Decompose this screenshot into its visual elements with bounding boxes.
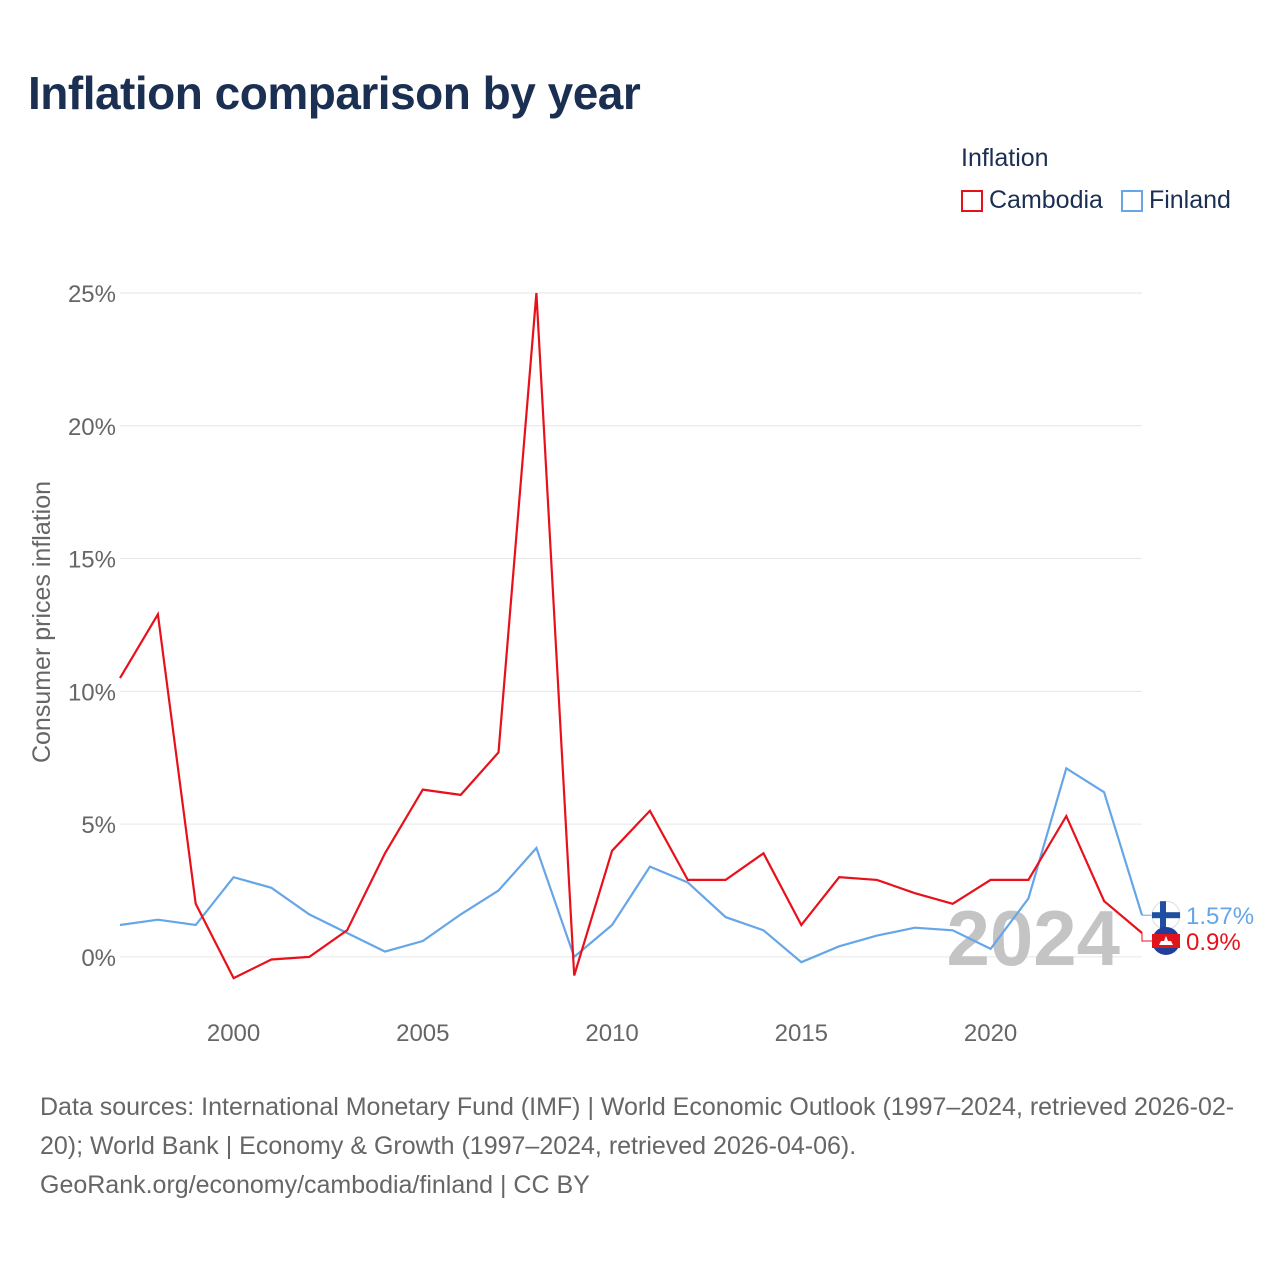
finland-end-label: 1.57% [1186,903,1254,930]
x-tick-label: 2005 [396,1020,449,1047]
legend-item-cambodia[interactable]: Cambodia [961,186,1103,215]
x-axis-ticks: 2000 2005 2010 2015 2020 [207,1020,1017,1047]
y-tick-label: 15% [68,547,116,574]
cambodia-flag-icon [1152,926,1180,955]
grid-lines [120,292,1142,958]
cambodia-flag-temple [1159,935,1173,945]
series-lines [119,292,1144,980]
legend-item-finland[interactable]: Finland [1120,186,1231,215]
y-tick-label: 20% [68,414,116,441]
legend-swatch-cambodia [961,189,983,212]
chart-title: Inflation comparison by year [28,67,641,119]
series-line-cambodia[interactable] [119,292,1143,980]
cambodia-end-label: 0.9% [1186,929,1241,956]
finland-flag-cross-v [1160,901,1166,930]
y-axis-label: Consumer prices inflation [28,481,56,763]
y-tick-label: 25% [68,281,116,308]
legend-label-finland: Finland [1148,186,1231,214]
end-labels: 1.57%0.9% [1141,900,1254,956]
x-tick-label: 2010 [585,1020,638,1047]
attribution-link[interactable]: GeoRank.org/economy/cambodia/finland | C… [40,1171,590,1199]
legend-title: Inflation [961,144,1049,172]
x-tick-label: 2020 [964,1020,1017,1047]
y-tick-label: 5% [81,812,116,839]
series-line-finland[interactable] [119,766,1144,964]
legend: Cambodia Finland [961,186,1249,215]
y-axis-ticks: 0% 5% 10% 15% 20% 25% [68,281,116,972]
y-tick-label: 10% [68,679,116,706]
line-chart: 0% 5% 10% 15% 20% 25% 2000 2005 2010 2015 2020 Co… [28,281,1254,1047]
x-tick-label: 2015 [775,1020,828,1047]
year-watermark: 2024 [946,894,1120,982]
footer: Data sources: International Monetary Fun… [40,1088,1250,1205]
legend-swatch-finland [1120,189,1143,212]
cambodia-connector [1141,932,1154,942]
y-tick-label: 0% [81,945,116,972]
legend-label-cambodia: Cambodia [989,186,1103,214]
x-tick-label: 2000 [207,1020,260,1047]
finland-flag-icon [1151,900,1181,930]
data-sources: Data sources: International Monetary Fun… [40,1093,1235,1160]
